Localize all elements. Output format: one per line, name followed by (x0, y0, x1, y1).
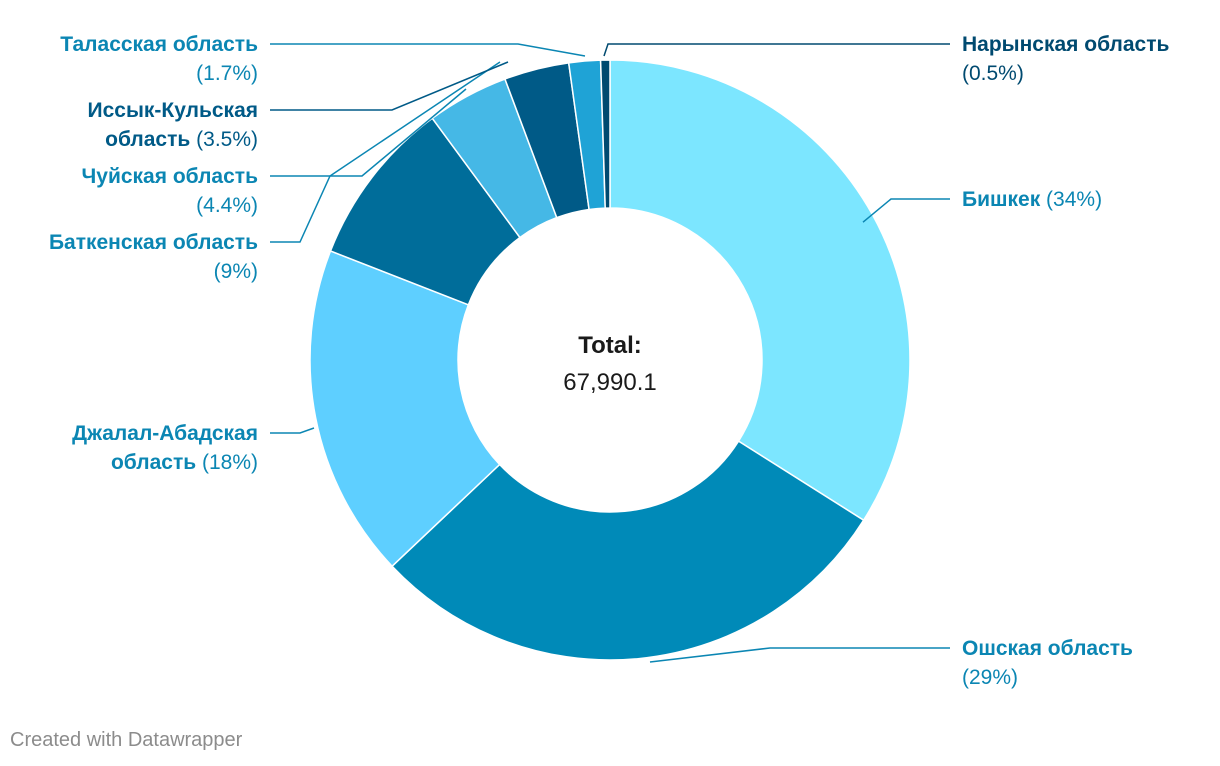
slice-label-5: Чуйская область (4.4%) (82, 165, 259, 217)
slice-label-7: Таласская область (1.7%) (60, 33, 258, 85)
center-total-value: 67,990.1 (563, 369, 656, 396)
slice-label-6: Иссык-Кульская область (3.5%) (88, 99, 258, 151)
slice-2 (391, 440, 865, 661)
slice-label-name: область (111, 451, 196, 474)
slice-label-name: Баткенская область (49, 231, 258, 254)
slice-label-percent: (9%) (214, 260, 258, 283)
slice-label-3: Джалал-Абадская область (18%) (72, 422, 258, 474)
slice-label-name: Чуйская область (82, 165, 259, 188)
leader-line-8 (603, 43, 950, 57)
slice-label-percent: (34%) (1040, 188, 1102, 211)
slice-label-percent: (1.7%) (196, 62, 258, 85)
slice-label-1: Бишкек (34%) (962, 188, 1102, 211)
leader-line-5 (270, 88, 467, 177)
leader-line-6 (270, 61, 509, 111)
slice-label-name: Бишкек (962, 188, 1041, 211)
slice-label-percent: (4.4%) (196, 194, 258, 217)
donut-slices (309, 59, 911, 661)
slice-label-name: область (105, 128, 190, 151)
center-total-title: Total: (578, 332, 642, 359)
slice-label-name: Иссык-Кульская (88, 99, 258, 122)
leader-line-4 (270, 61, 501, 243)
slice-label-percent: (0.5%) (962, 62, 1024, 85)
slice-label-percent: (3.5%) (190, 128, 258, 151)
slice-label-8: Нарынская область (0.5%) (962, 33, 1170, 85)
credit-text: Created with Datawrapper (10, 729, 243, 751)
leader-lines (270, 43, 950, 663)
leader-line-7 (270, 43, 586, 57)
slice-labels: Бишкек (34%) Ошская область (29%) Джалал-Аб… (49, 33, 1170, 689)
slice-label-2: Ошская область (29%) (962, 637, 1133, 689)
slice-label-percent: (18%) (196, 451, 258, 474)
slice-label-4: Баткенская область (9%) (49, 231, 258, 283)
slice-1 (609, 59, 911, 522)
slice-label-name: Нарынская область (962, 33, 1170, 56)
slice-label-percent: (29%) (962, 666, 1018, 689)
slice-8 (599, 59, 611, 209)
leader-line-3 (270, 427, 315, 434)
slice-3 (309, 250, 501, 568)
slice-label-name: Таласская область (60, 33, 258, 56)
slice-label-name: Ошская область (962, 637, 1133, 660)
leader-line-1 (862, 198, 950, 223)
slice-label-name: Джалал-Абадская (72, 422, 258, 445)
leader-line-2 (649, 647, 950, 663)
